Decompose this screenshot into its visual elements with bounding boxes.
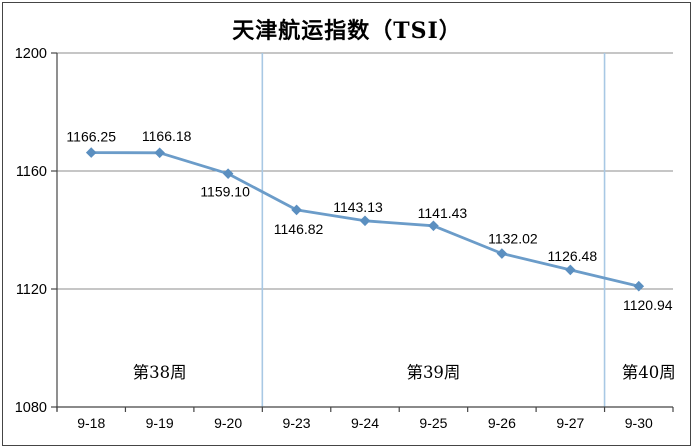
data-label: 1141.43 — [418, 205, 468, 221]
data-label: 1159.10 — [200, 184, 250, 200]
data-label: 1166.25 — [66, 129, 116, 145]
x-tick-label: 9-27 — [556, 415, 584, 431]
data-point-marker — [154, 147, 165, 159]
data-point-marker — [496, 248, 508, 259]
x-tick-label: 9-20 — [214, 415, 242, 431]
data-label: 1146.82 — [274, 221, 324, 237]
data-point-marker — [222, 168, 234, 179]
data-label: 1126.48 — [548, 248, 598, 264]
data-point-marker — [633, 280, 645, 292]
data-label: 1120.94 — [623, 297, 673, 313]
x-tick-label: 9-26 — [488, 415, 516, 431]
x-tick-label: 9-19 — [146, 415, 174, 431]
data-point-marker — [359, 215, 371, 227]
data-point-marker — [428, 220, 439, 232]
data-label: 1132.02 — [488, 231, 538, 247]
y-tick-label: 1080 — [15, 400, 47, 416]
week-annotation: 第40周 — [622, 363, 676, 382]
chart-title: 天津航运指数（TSI） — [232, 18, 462, 44]
data-label: 1166.18 — [142, 128, 192, 144]
week-annotation: 第39周 — [406, 363, 460, 382]
x-tick-label: 9-30 — [625, 415, 653, 431]
x-tick-label: 9-23 — [283, 415, 311, 431]
data-point-marker — [291, 204, 302, 216]
x-tick-label: 9-25 — [419, 415, 447, 431]
y-tick-label: 1120 — [16, 282, 47, 298]
data-point-marker — [565, 264, 576, 276]
data-label: 1143.13 — [333, 199, 383, 215]
x-tick-label: 9-18 — [77, 415, 105, 431]
data-point-marker — [85, 147, 97, 158]
week-annotation: 第38周 — [133, 363, 187, 382]
x-tick-label: 9-24 — [351, 415, 379, 431]
y-tick-label: 1160 — [16, 164, 47, 180]
y-tick-label: 1200 — [15, 46, 47, 62]
